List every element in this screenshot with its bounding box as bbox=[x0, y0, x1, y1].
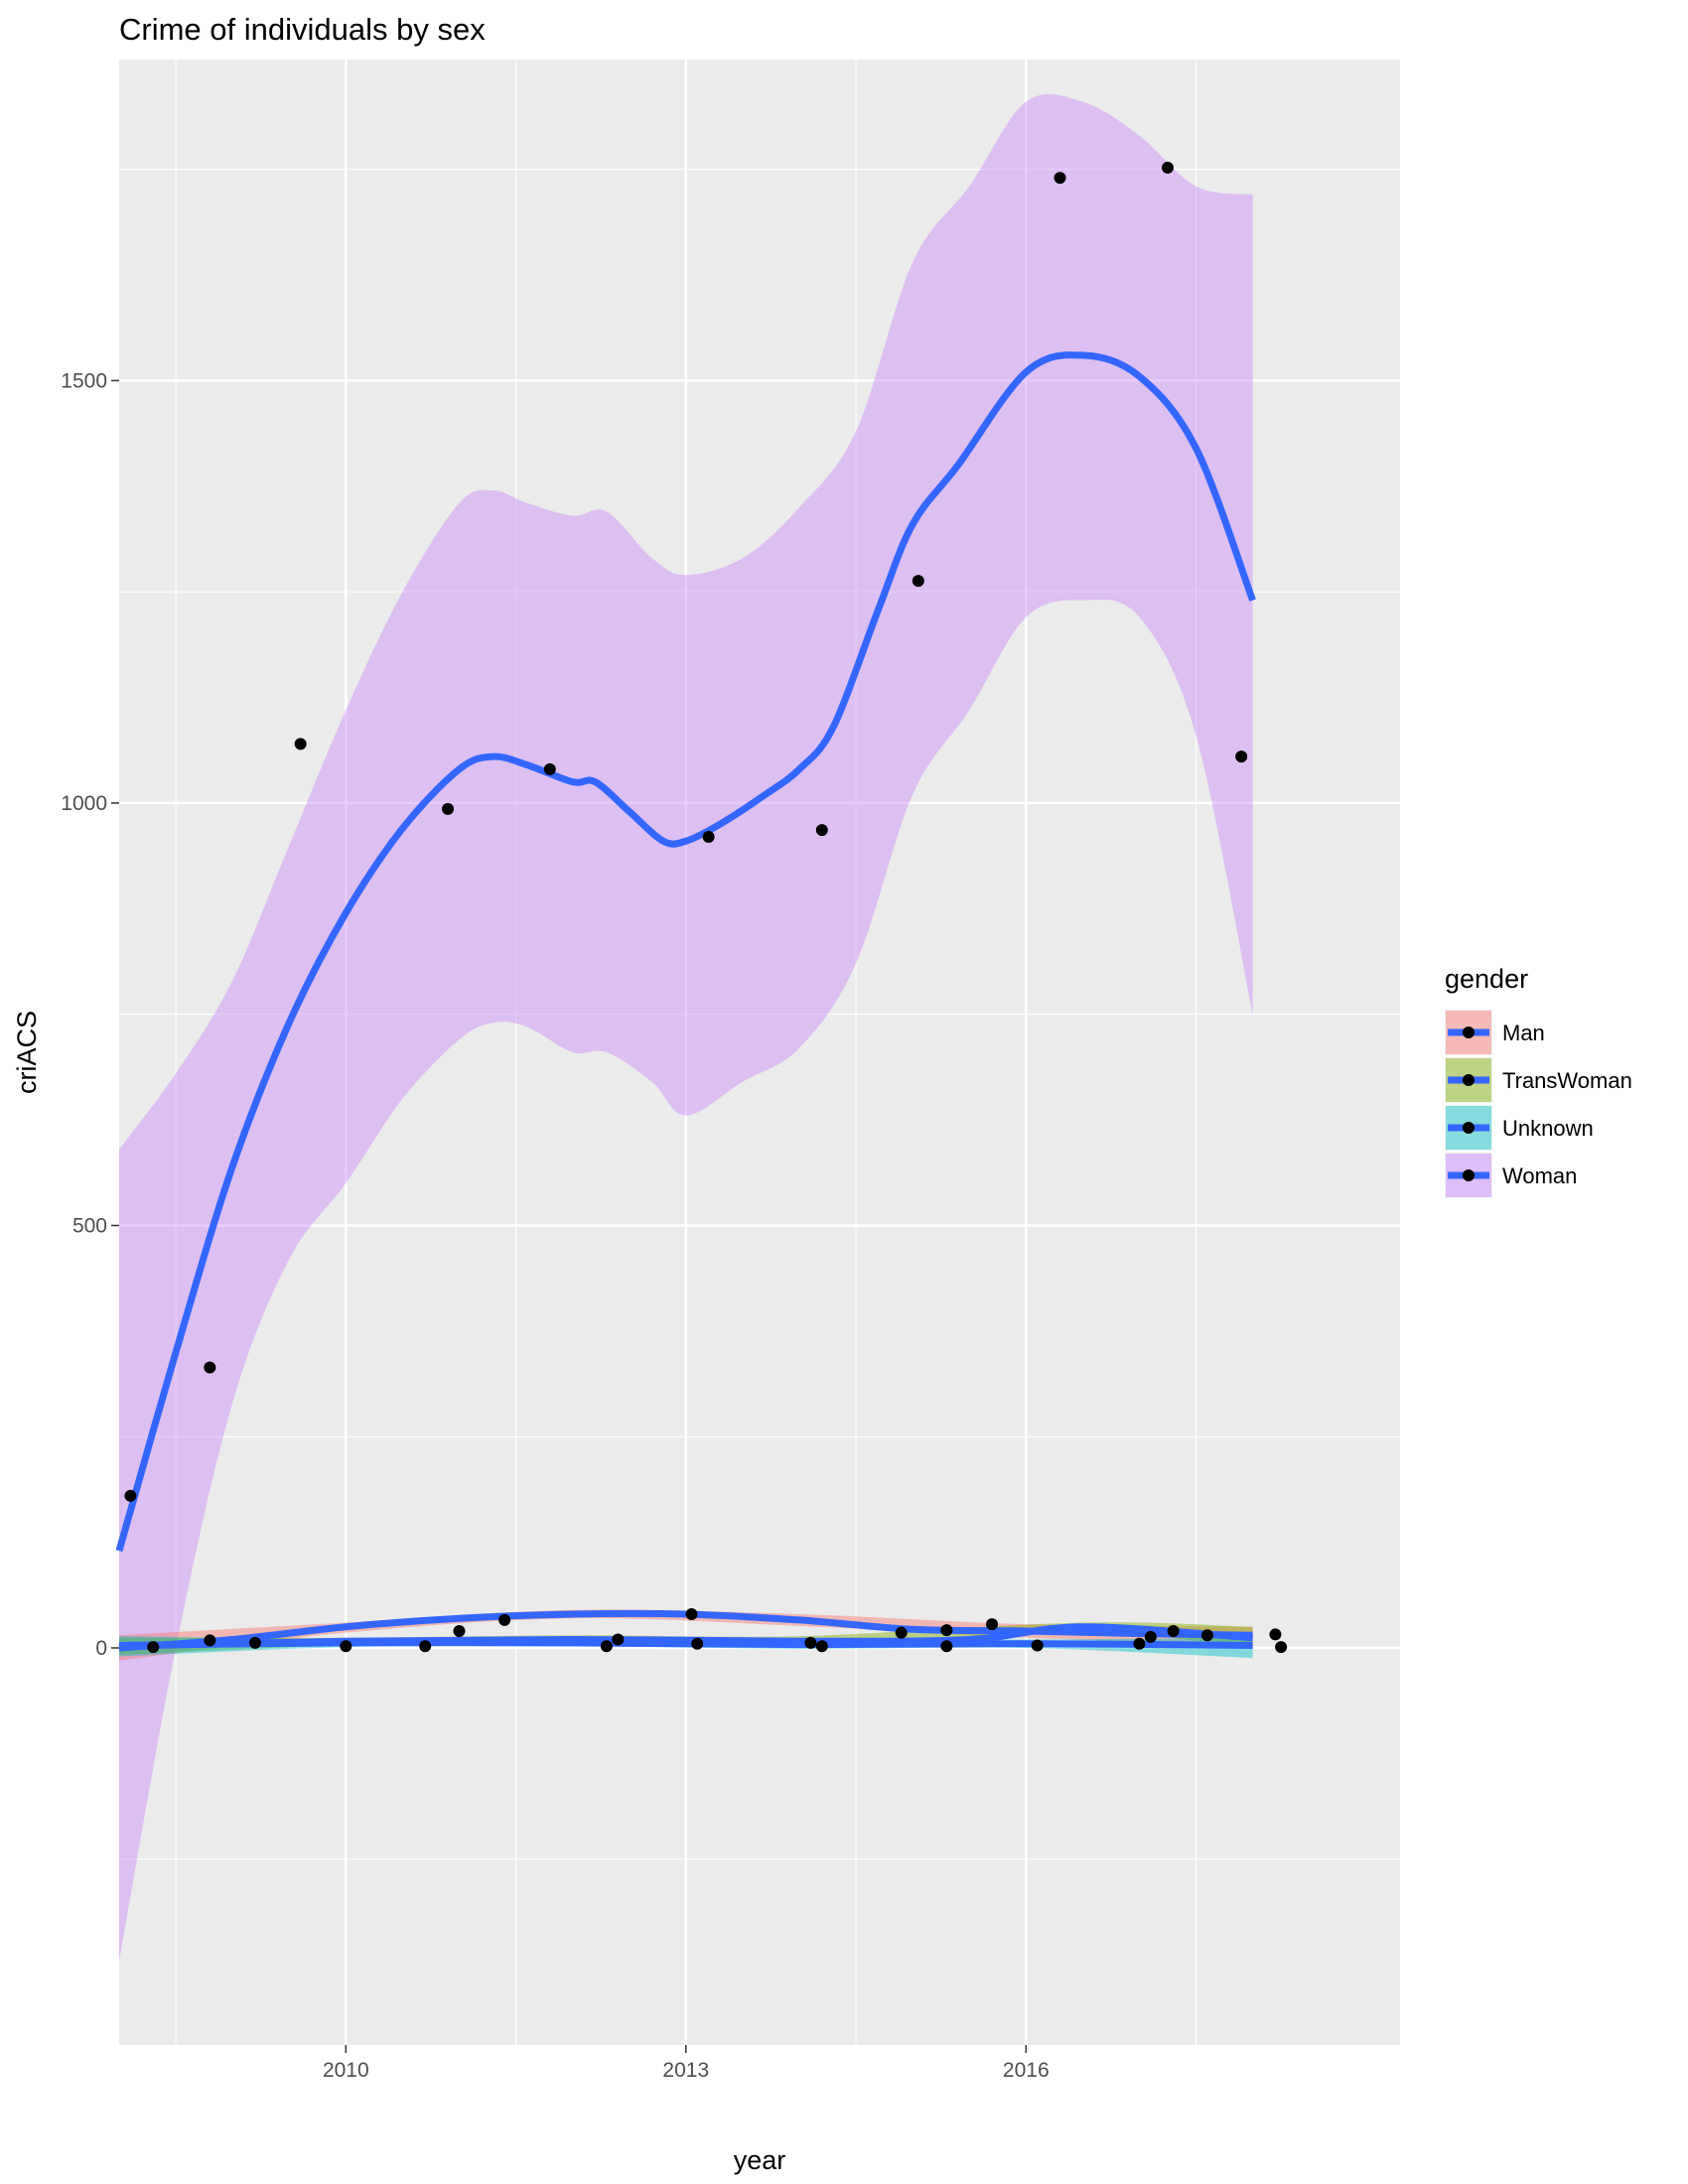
axes: 0 500 1000 1500 2010 2013 2016 bbox=[61, 369, 1049, 2082]
x-tick-label: 2013 bbox=[662, 2059, 709, 2082]
point-man bbox=[1275, 1641, 1288, 1654]
legend-label-man: Man bbox=[1502, 1021, 1545, 1045]
point-woman bbox=[1161, 161, 1174, 174]
point-woman bbox=[543, 762, 556, 775]
point-man bbox=[940, 1624, 953, 1637]
point-woman bbox=[124, 1489, 137, 1502]
point-man bbox=[804, 1636, 817, 1649]
legend-title: gender bbox=[1445, 964, 1528, 994]
legend-point bbox=[1463, 1122, 1475, 1134]
legend-label-transwoman: TransWoman bbox=[1502, 1068, 1632, 1093]
legend-point bbox=[1463, 1074, 1475, 1086]
point-man bbox=[685, 1607, 698, 1620]
point-man bbox=[815, 1640, 828, 1653]
ribbon-woman bbox=[119, 93, 1253, 1961]
data-points bbox=[124, 161, 1288, 1654]
legend-item-transwoman: TransWoman bbox=[1445, 1057, 1632, 1103]
y-tick-label: 0 bbox=[95, 1637, 107, 1660]
point-man bbox=[419, 1640, 432, 1653]
point-man bbox=[498, 1613, 511, 1626]
point-man bbox=[204, 1634, 216, 1647]
point-woman bbox=[1235, 751, 1248, 763]
x-axis-title: year bbox=[734, 2145, 786, 2175]
chart-title: Crime of individuals by sex bbox=[119, 12, 486, 47]
point-man bbox=[147, 1641, 160, 1654]
point-man bbox=[895, 1626, 908, 1639]
legend-point bbox=[1463, 1169, 1475, 1181]
legend-item-woman: Woman bbox=[1445, 1153, 1577, 1198]
y-tick-label: 1500 bbox=[61, 369, 107, 392]
plot-panel bbox=[119, 60, 1400, 2045]
point-man bbox=[340, 1640, 352, 1653]
legend: gender Man TransWoman Unknown Woman bbox=[1445, 964, 1632, 1198]
point-man bbox=[1167, 1624, 1180, 1637]
point-woman bbox=[204, 1361, 216, 1374]
legend-point bbox=[1463, 1026, 1475, 1038]
point-man bbox=[691, 1637, 704, 1650]
major-gridlines bbox=[119, 60, 1400, 2045]
smooth-line-unknown bbox=[118, 1639, 1253, 1649]
point-man bbox=[248, 1636, 261, 1649]
point-woman bbox=[815, 824, 828, 837]
y-axis-title: criACS bbox=[12, 1011, 42, 1094]
point-woman bbox=[702, 830, 715, 843]
point-man bbox=[612, 1633, 625, 1646]
y-tick-label: 1000 bbox=[61, 792, 107, 815]
legend-item-man: Man bbox=[1445, 1010, 1545, 1055]
point-man bbox=[1200, 1629, 1213, 1642]
point-man bbox=[986, 1618, 999, 1631]
y-tick-label: 500 bbox=[72, 1214, 107, 1237]
point-man bbox=[1133, 1637, 1146, 1650]
legend-item-unknown: Unknown bbox=[1445, 1105, 1594, 1151]
point-woman bbox=[1054, 172, 1066, 185]
point-man bbox=[1144, 1630, 1157, 1643]
point-woman bbox=[442, 802, 455, 815]
smooth-line-woman bbox=[115, 351, 1256, 1553]
minor-gridlines bbox=[119, 60, 1400, 2045]
point-man bbox=[1269, 1628, 1282, 1641]
legend-label-woman: Woman bbox=[1502, 1163, 1577, 1188]
point-woman bbox=[294, 738, 307, 751]
legend-label-unknown: Unknown bbox=[1502, 1116, 1594, 1141]
point-man bbox=[600, 1640, 613, 1653]
x-tick-label: 2016 bbox=[1003, 2059, 1050, 2082]
point-man bbox=[453, 1624, 466, 1637]
point-man bbox=[1031, 1639, 1044, 1652]
point-woman bbox=[912, 575, 924, 588]
x-tick-label: 2010 bbox=[323, 2059, 369, 2082]
point-man bbox=[940, 1640, 953, 1653]
